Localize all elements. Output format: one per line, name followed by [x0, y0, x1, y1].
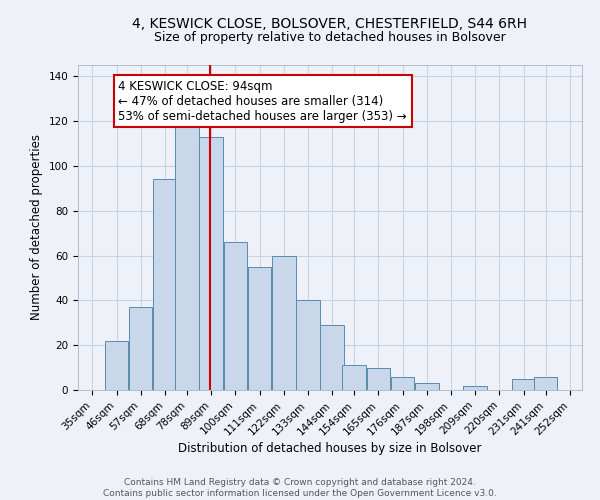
Bar — [105, 340, 128, 390]
Bar — [129, 307, 152, 390]
Bar — [367, 368, 390, 390]
Bar — [320, 325, 344, 390]
Bar — [175, 126, 199, 390]
Bar — [153, 180, 177, 390]
Bar — [391, 376, 415, 390]
Bar — [224, 242, 247, 390]
X-axis label: Distribution of detached houses by size in Bolsover: Distribution of detached houses by size … — [178, 442, 482, 455]
Bar — [199, 136, 223, 390]
Bar — [415, 384, 439, 390]
Bar — [343, 366, 366, 390]
Text: Contains HM Land Registry data © Crown copyright and database right 2024.
Contai: Contains HM Land Registry data © Crown c… — [103, 478, 497, 498]
Bar — [463, 386, 487, 390]
Bar — [272, 256, 296, 390]
Text: Size of property relative to detached houses in Bolsover: Size of property relative to detached ho… — [154, 31, 506, 44]
Y-axis label: Number of detached properties: Number of detached properties — [30, 134, 43, 320]
Text: 4, KESWICK CLOSE, BOLSOVER, CHESTERFIELD, S44 6RH: 4, KESWICK CLOSE, BOLSOVER, CHESTERFIELD… — [133, 18, 527, 32]
Text: 4 KESWICK CLOSE: 94sqm
← 47% of detached houses are smaller (314)
53% of semi-de: 4 KESWICK CLOSE: 94sqm ← 47% of detached… — [118, 80, 407, 122]
Bar — [296, 300, 320, 390]
Bar — [534, 376, 557, 390]
Bar — [512, 379, 535, 390]
Bar — [248, 266, 271, 390]
